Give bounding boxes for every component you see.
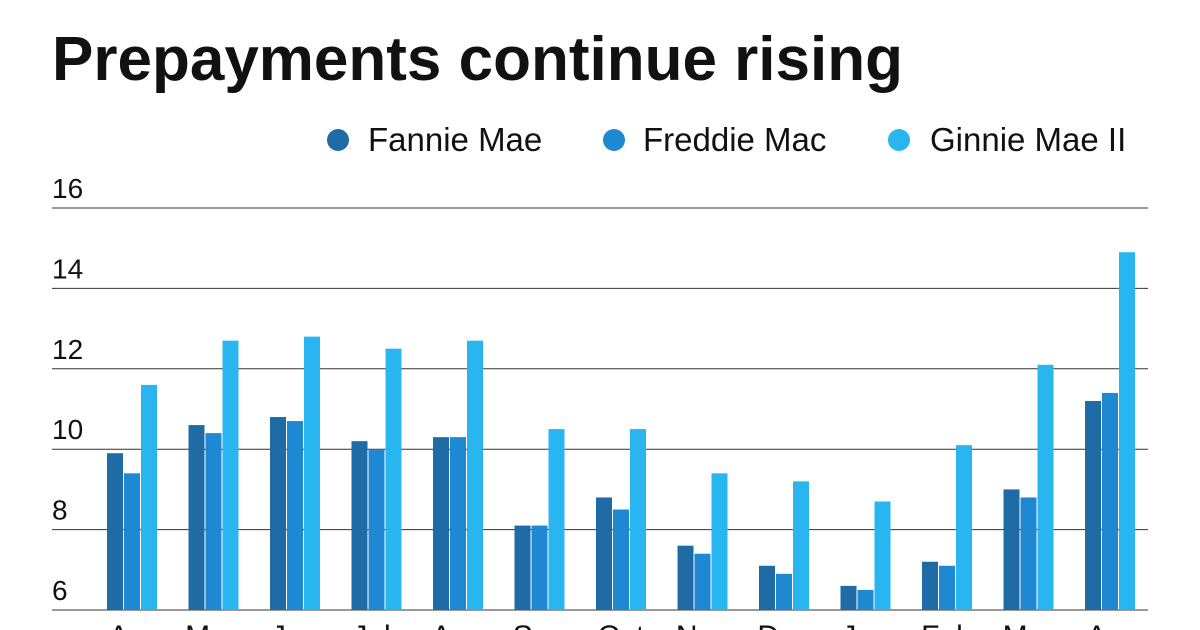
bar [304, 336, 320, 610]
chart-title: Prepayments continue rising [52, 25, 903, 94]
x-tick-label: Feb [921, 620, 973, 630]
x-tick-label: Aug [431, 620, 484, 630]
bar [630, 429, 646, 610]
bar [711, 473, 728, 610]
x-tick-label: Mar [1003, 620, 1055, 630]
bar [450, 437, 466, 610]
bar [793, 481, 809, 610]
x-tick-label: May [185, 620, 242, 630]
bar [677, 545, 694, 610]
bar [939, 565, 955, 610]
bar [874, 501, 891, 610]
bar [956, 445, 972, 610]
bar [531, 525, 548, 610]
bar [188, 425, 205, 610]
x-tick-label: Oct [598, 620, 645, 630]
bar [548, 429, 565, 610]
bar [385, 348, 402, 610]
legend-marker [327, 129, 349, 151]
x-tick-label: Apr [109, 620, 156, 630]
bar [222, 340, 239, 610]
bar [107, 453, 123, 610]
bar [141, 384, 157, 610]
legend-label: Ginnie Mae II [930, 121, 1126, 158]
bar [613, 509, 629, 610]
bar [922, 561, 938, 610]
bar [1085, 400, 1101, 610]
bar [1119, 252, 1135, 610]
bar [694, 553, 711, 610]
legend-marker [888, 129, 910, 151]
bar [776, 573, 792, 610]
legend-label: Fannie Mae [368, 121, 542, 158]
x-tick-label: Sep [513, 620, 566, 630]
x-tick-label: Jan [841, 620, 889, 630]
bar [287, 421, 303, 610]
legend-label: Freddie Mac [643, 121, 826, 158]
bar [351, 441, 368, 610]
bar [1003, 489, 1020, 610]
y-tick-label: 12 [52, 334, 83, 365]
bar [857, 589, 874, 610]
y-tick-label: 14 [52, 253, 83, 284]
bar [205, 433, 222, 610]
y-tick-label: 8 [52, 495, 68, 526]
bar [596, 497, 612, 610]
bar [270, 417, 286, 610]
bar [1102, 392, 1118, 610]
x-tick-label: Jul- [352, 620, 400, 630]
bar [1037, 364, 1054, 610]
x-tick-label: Dec [757, 620, 810, 630]
bar [1020, 497, 1037, 610]
bar [467, 340, 483, 610]
x-tick-label: Nov [676, 620, 729, 630]
bar [514, 525, 531, 610]
bar [759, 565, 775, 610]
bar [124, 473, 140, 610]
x-tick-label: Apr [1087, 620, 1134, 630]
y-tick-label: 6 [52, 575, 68, 606]
y-tick-label: 16 [52, 173, 83, 204]
bar [840, 585, 857, 610]
legend-marker [603, 129, 625, 151]
y-tick-label: 10 [52, 414, 83, 445]
x-tick-label: Jun [271, 620, 319, 630]
bar [433, 437, 449, 610]
bar [368, 449, 385, 610]
